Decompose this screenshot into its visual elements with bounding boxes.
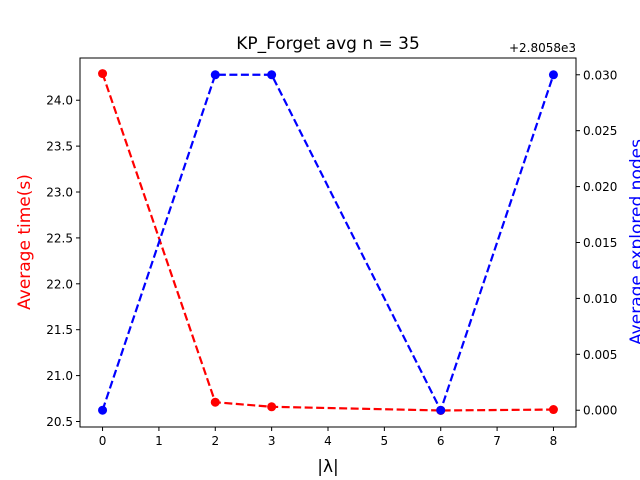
right-tick-label: 0.005 (583, 348, 617, 362)
left-tick-label: 23.5 (46, 140, 73, 154)
x-tick-label: 6 (437, 434, 445, 448)
x-tick-label: 3 (268, 434, 276, 448)
series-right-point (548, 70, 558, 80)
left-tick-label: 23.0 (46, 186, 73, 200)
series-right-point (98, 405, 108, 415)
right-axis-label: Average explored nodes (627, 139, 640, 345)
series-right-line (101, 73, 555, 414)
x-tick-label: 5 (381, 434, 389, 448)
series-left-point (548, 405, 558, 415)
right-tick-label: 0.025 (583, 124, 617, 138)
right-tick-label: 0.015 (583, 236, 617, 250)
left-tick-label: 20.5 (46, 415, 73, 429)
series-left-point (210, 397, 220, 407)
series-left-line (101, 73, 554, 412)
chart-title: KP_Forget avg n = 35 (236, 34, 420, 54)
series-left-point (98, 69, 108, 79)
x-tick-label: 0 (99, 434, 107, 448)
series-left-point (267, 402, 277, 412)
left-tick-label: 22.5 (46, 231, 73, 245)
left-tick-label: 21.0 (46, 369, 73, 383)
left-tick-label: 24.0 (46, 94, 73, 108)
x-tick-label: 4 (324, 434, 332, 448)
right-tick-label: 0.030 (583, 68, 617, 82)
right-tick-label: 0.010 (583, 292, 617, 306)
series-right-point (210, 70, 220, 80)
right-tick-label: 0.020 (583, 180, 617, 194)
right-tick-label: 0.000 (583, 404, 617, 418)
x-tick-label: 1 (155, 434, 163, 448)
x-tick-label: 2 (211, 434, 219, 448)
right-axis-offset: +2.8058e3 (509, 41, 576, 55)
plot-frame (79, 57, 577, 428)
x-tick-label: 8 (550, 434, 558, 448)
x-tick-label: 7 (493, 434, 501, 448)
plot-layer: 0 1 2 3 4 5 6 7 8 20.5 21.0 21.5 22.0 22.5 23.0 23.5 24.… (46, 57, 617, 448)
left-tick-label: 21.5 (46, 323, 73, 337)
series-right-point (267, 70, 277, 80)
left-tick-label: 22.0 (46, 277, 73, 291)
series-right-point (436, 405, 446, 415)
left-axis-label: Average time(s) (15, 174, 35, 310)
x-axis-label: |λ| (317, 457, 339, 477)
